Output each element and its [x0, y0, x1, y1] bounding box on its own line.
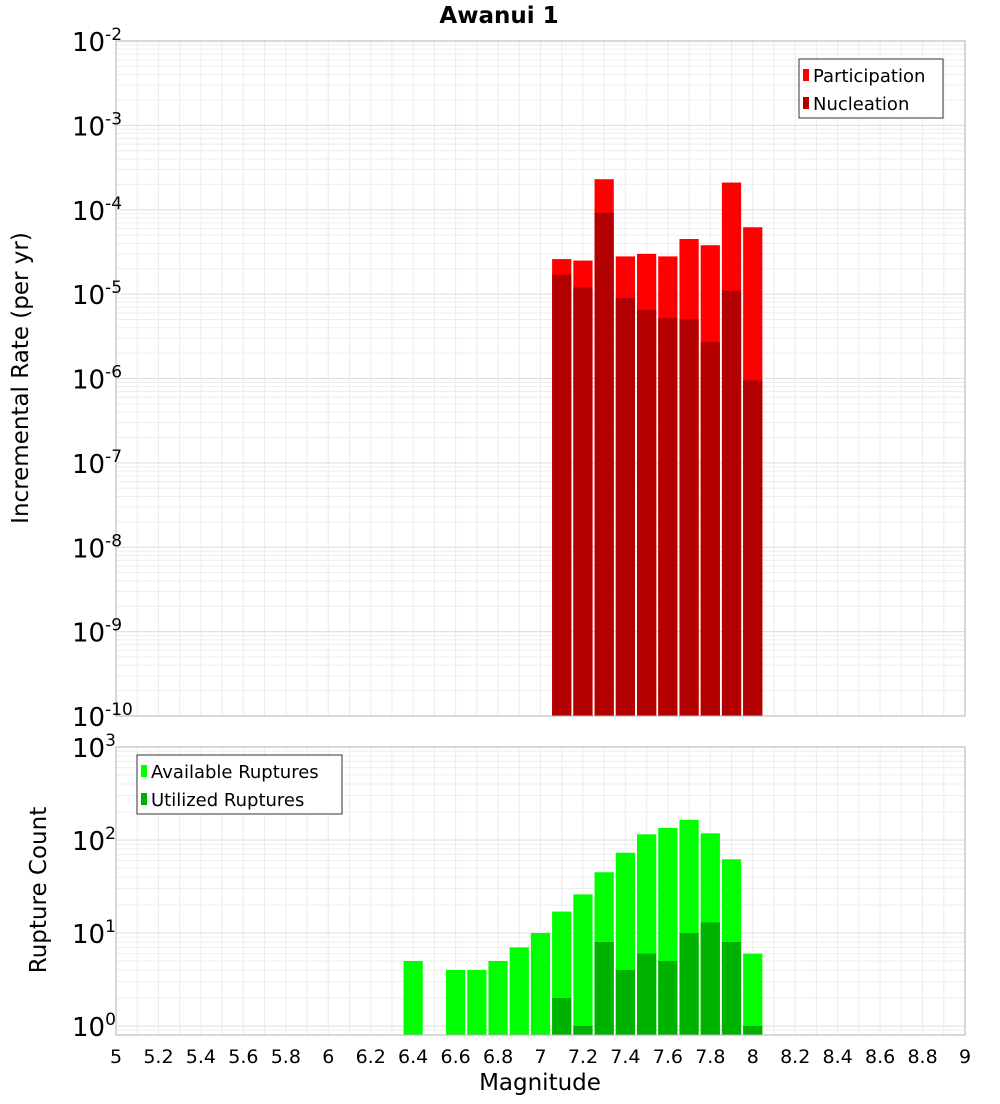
bar-nucleation [721, 290, 742, 716]
x-tick-label: 5.6 [228, 1046, 258, 1068]
nucleation-bars [552, 212, 763, 716]
y-tick-label: 10-3 [72, 109, 122, 142]
bar-nucleation [637, 309, 657, 716]
x-axis-label: Magnitude [479, 1070, 601, 1096]
legend-label: Available Ruptures [151, 762, 319, 783]
y-tick-label: 10-9 [72, 616, 122, 649]
bar-nucleation [700, 342, 720, 716]
x-tick-label: 5.8 [271, 1046, 301, 1068]
y-tick-label: 101 [72, 917, 116, 950]
y-tick-label: 10-8 [72, 531, 122, 564]
count-plot-border [115, 746, 966, 1036]
bar-utilized-ruptures [721, 942, 742, 1035]
x-tick-label: 5 [110, 1046, 122, 1068]
y-tick-label: 103 [72, 731, 116, 764]
y-tick-label: 10-6 [72, 363, 122, 396]
bar-available-ruptures [488, 960, 508, 1035]
legend-label: Nucleation [813, 94, 909, 115]
bar-nucleation [573, 287, 593, 716]
legend-swatch [141, 765, 147, 777]
rate-y-tick-labels: 10-10 10-9 10-8 10-7 10-6 10-5 10-4 10-3 10-2 [72, 25, 133, 733]
bar-available-ruptures [743, 953, 763, 1035]
y-axis-label-rate: Incremental Rate (per yr) [8, 232, 34, 524]
chart-title: Awanui 1 [439, 3, 558, 29]
bar-nucleation [594, 212, 614, 716]
rate-plot-border [115, 40, 966, 717]
count-legend-box [136, 754, 343, 815]
bar-utilized-ruptures [700, 922, 720, 1035]
bar-nucleation [658, 318, 678, 716]
bar-utilized-ruptures [743, 1025, 763, 1035]
bar-nucleation [679, 319, 699, 716]
x-tick-label: 6.4 [398, 1046, 428, 1068]
utilized-ruptures-bars [552, 922, 763, 1035]
rate-legend-box [798, 58, 944, 119]
x-tick-label: 9 [959, 1046, 971, 1068]
bar-utilized-ruptures [658, 960, 678, 1035]
x-tick-label: 7 [534, 1046, 546, 1068]
legend-swatch [803, 97, 809, 109]
y-tick-label: 100 [72, 1010, 116, 1043]
bar-nucleation [552, 274, 572, 716]
x-tick-label: 8.2 [780, 1046, 810, 1068]
count-legend: Available Ruptures Utilized Ruptures [136, 754, 343, 815]
bar-available-ruptures [530, 932, 551, 1035]
x-tick-label: 5.4 [186, 1046, 216, 1068]
bar-utilized-ruptures [552, 997, 572, 1035]
bar-available-ruptures [509, 947, 529, 1035]
bar-available-ruptures [403, 960, 423, 1035]
x-tick-label: 6 [322, 1046, 334, 1068]
x-tick-label: 5.2 [143, 1046, 173, 1068]
x-tick-label: 8.4 [823, 1046, 853, 1068]
count-y-tick-labels: 100 101 102 103 [72, 731, 116, 1043]
x-tick-labels: 5 5.2 5.4 5.6 5.8 6 6.2 6.4 6.6 6.8 7 7.2 7.4 7.6 7.8 8… [110, 1046, 971, 1068]
legend-swatch [803, 69, 809, 81]
bar-utilized-ruptures [679, 932, 699, 1035]
rate-legend: Participation Nucleation [798, 58, 944, 119]
bar-utilized-ruptures [615, 969, 636, 1035]
x-tick-label: 7.8 [695, 1046, 725, 1068]
bar-utilized-ruptures [637, 953, 657, 1035]
bar-available-ruptures [467, 969, 487, 1035]
x-tick-label: 6.2 [356, 1046, 386, 1068]
x-tick-label: 8.8 [907, 1046, 937, 1068]
x-tick-label: 7.4 [610, 1046, 640, 1068]
y-tick-label: 10-2 [72, 25, 122, 58]
y-tick-label: 10-7 [72, 447, 122, 480]
bar-available-ruptures [445, 969, 466, 1035]
y-tick-label: 102 [72, 824, 116, 857]
x-tick-label: 8 [747, 1046, 759, 1068]
y-tick-label: 10-4 [72, 194, 122, 227]
x-tick-label: 6.6 [440, 1046, 470, 1068]
bar-nucleation [615, 297, 636, 716]
x-tick-label: 6.8 [483, 1046, 513, 1068]
y-axis-label-count: Rupture Count [26, 807, 52, 973]
x-tick-label: 7.6 [653, 1046, 683, 1068]
x-tick-label: 7.2 [568, 1046, 598, 1068]
y-tick-label: 10-10 [72, 700, 133, 733]
bar-available-ruptures [573, 894, 593, 1035]
bar-utilized-ruptures [573, 1025, 593, 1035]
legend-label: Utilized Ruptures [151, 790, 304, 811]
y-tick-label: 10-5 [72, 278, 122, 311]
legend-label: Participation [813, 66, 925, 87]
legend-swatch [141, 793, 147, 805]
bar-utilized-ruptures [594, 942, 614, 1035]
bar-nucleation [743, 380, 763, 716]
x-tick-label: 8.6 [865, 1046, 895, 1068]
